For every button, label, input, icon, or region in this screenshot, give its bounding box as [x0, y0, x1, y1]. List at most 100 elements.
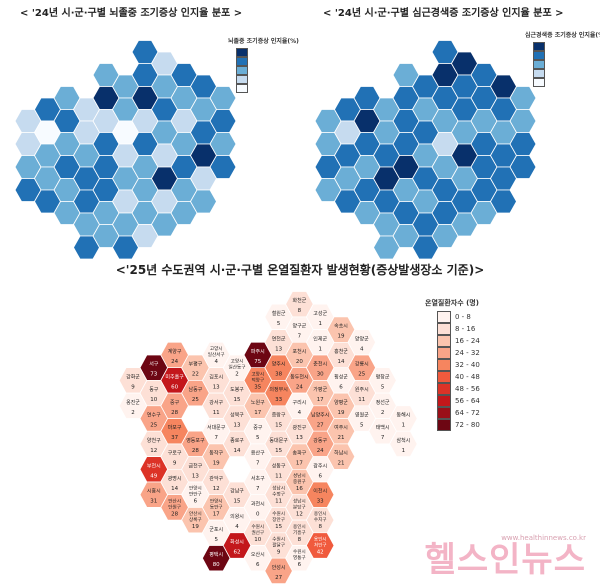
region-value: 17 [317, 397, 324, 403]
region-value: 4 [360, 346, 364, 352]
legend-title: 뇌졸중 조기증상 인지율(%) [228, 38, 299, 45]
region-value: 21 [338, 461, 345, 467]
region-value: 7 [381, 435, 385, 441]
region-hex [389, 430, 418, 457]
region-name: 노원구 [251, 399, 265, 406]
region-value: 28 [171, 410, 178, 416]
region-value: 7 [298, 334, 302, 340]
top-left-map-title: < '24년 시·군·구별 뇌졸중 조기증상 인지율 분포 > [20, 8, 243, 19]
region-value: 15 [234, 397, 241, 403]
legend-item [533, 69, 600, 78]
legend-swatch [236, 48, 248, 57]
region-name: 속초시 [334, 323, 348, 330]
legend-item: 64 - 72 [437, 407, 480, 419]
region-value: 6 [194, 499, 198, 505]
region-name: 양평군 [334, 399, 348, 406]
region-name: 횡성군 [334, 373, 348, 380]
region-value: 19 [213, 461, 220, 467]
region-name: 장안구 [272, 516, 285, 523]
region-name: 동구 [149, 387, 159, 393]
region-name: 양양군 [355, 335, 369, 342]
region-value: 15 [275, 524, 282, 530]
region-name: 성남시 [272, 485, 285, 492]
legend-swatch [437, 323, 451, 335]
legend-label: 0 - 8 [455, 313, 471, 321]
region-name: 광진구 [292, 424, 306, 431]
region-value: 27 [317, 423, 324, 429]
region-name: 만안구 [189, 491, 202, 498]
legend-item: 40 - 48 [437, 371, 480, 383]
top-right-map-title: < '24년 시·군·구별 심근경색증 조기증상 인지율 분포 > [323, 8, 564, 19]
legend-swatch [236, 66, 248, 75]
legend-label: 48 - 56 [455, 385, 480, 393]
region-value: 14 [338, 359, 345, 365]
region-name: 광주시 [313, 462, 327, 469]
region-value: 13 [275, 346, 282, 352]
legend-label: 64 - 72 [455, 409, 480, 417]
region-value: 22 [192, 372, 199, 378]
legend-label: 32 - 40 [455, 361, 480, 369]
legend-item: 8 - 16 [437, 323, 480, 335]
region-name: 고성군 [313, 310, 327, 317]
legend-label: 56 - 64 [455, 397, 480, 405]
region-value: 5 [256, 435, 260, 441]
region-name: 팔달구 [272, 542, 285, 549]
region-value: 4 [214, 359, 218, 365]
region-name: 미추홀구 [165, 373, 184, 380]
legend-item: 16 - 24 [437, 335, 480, 347]
region-name: 수정구 [272, 491, 285, 498]
region-value: 1 [402, 448, 406, 454]
region-name: 포천시 [292, 348, 306, 355]
region-value: 13 [296, 435, 303, 441]
region-value: 13 [192, 473, 199, 479]
region-value: 24 [317, 448, 324, 454]
region-name: 마포구 [168, 424, 182, 431]
bottom-map-title: <'25년 수도권역 시·군·구별 온열질환자 발생현황(증상발생장소 기준)> [115, 263, 485, 277]
region-name: 평창군 [376, 373, 390, 380]
region-name: 용인시 [314, 536, 327, 543]
region-value: 25 [358, 372, 365, 378]
region-value: 4 [235, 524, 239, 530]
region-name: 동해시 [396, 412, 410, 419]
region-value: 14 [234, 448, 241, 454]
region-value: 9 [173, 461, 177, 467]
watermark-url: www.healthinnews.co.kr [501, 534, 586, 542]
legend-label: 40 - 48 [455, 373, 480, 381]
region-value: 1 [402, 423, 406, 429]
region-name: 동대문구 [269, 437, 288, 444]
legend-item: 56 - 64 [437, 395, 480, 407]
region-value: 6 [339, 384, 343, 390]
region-name: 안성시 [272, 564, 286, 571]
region-hex [190, 189, 217, 214]
region-value: 2 [381, 410, 385, 416]
region-name: 송파구 [292, 450, 306, 457]
region-value: 1 [318, 346, 322, 352]
region-name: 이천시 [313, 488, 327, 495]
region-value: 75 [254, 359, 261, 365]
region-name: 강남구 [230, 488, 244, 495]
region-value: 35 [254, 384, 261, 390]
region-value: 7 [256, 461, 260, 467]
bottom-legend: 온열질환자수 (명) 0 - 8 8 - 16 16 - 24 24 - 32 32 -… [425, 298, 480, 431]
region-name: 의정부시 [269, 386, 287, 393]
region-value: 11 [275, 473, 282, 479]
region-name: 영월군 [355, 412, 369, 419]
region-name: 인제군 [313, 335, 327, 342]
region-value: 24 [171, 359, 178, 365]
legend-swatch [533, 69, 545, 78]
region-name: 일산서구 [208, 351, 225, 358]
region-name: 남양주시 [311, 412, 329, 419]
legend-swatch [437, 419, 451, 431]
region-value: 12 [296, 511, 303, 517]
region-name: 금천구 [188, 462, 202, 469]
region-value: 13 [234, 423, 241, 429]
region-name: 구로구 [168, 451, 182, 457]
region-name: 영통구 [293, 554, 306, 561]
legend-item: 24 - 32 [437, 347, 480, 359]
region-name: 파주시 [251, 348, 265, 355]
legend-item: 0 - 8 [437, 311, 480, 323]
region-value: 13 [213, 384, 220, 390]
legend-swatch [533, 60, 545, 69]
region-value: 6 [298, 562, 302, 568]
region-value: 62 [234, 550, 241, 556]
